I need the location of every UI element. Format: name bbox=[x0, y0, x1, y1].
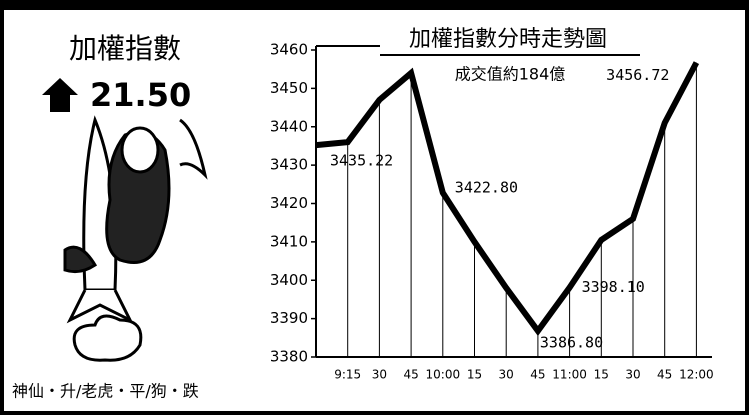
y-tick-label: 3400 bbox=[270, 271, 308, 289]
y-tick-label: 3420 bbox=[270, 194, 308, 212]
value-label: 3435.22 bbox=[330, 152, 393, 170]
frame bbox=[0, 6, 749, 415]
y-tick-label: 3380 bbox=[270, 348, 308, 366]
y-tick-label: 3460 bbox=[270, 41, 308, 59]
y-tick-label: 3430 bbox=[270, 156, 308, 174]
x-tick-label: 30 bbox=[499, 368, 514, 382]
x-tick-label: 10:00 bbox=[426, 368, 461, 382]
y-tick-label: 3410 bbox=[270, 232, 308, 250]
x-tick-label: 30 bbox=[372, 368, 387, 382]
chart-title: 加權指數分時走勢圖 bbox=[409, 27, 607, 52]
y-tick-label: 3450 bbox=[270, 79, 308, 97]
x-tick-label: 45 bbox=[657, 368, 672, 382]
annotation: 成交值約184億 bbox=[455, 65, 566, 84]
x-tick-label: 15 bbox=[594, 368, 609, 382]
x-tick-label: 15 bbox=[467, 368, 482, 382]
x-tick-label: 30 bbox=[625, 368, 640, 382]
x-tick-label: 45 bbox=[403, 368, 418, 382]
y-tick-label: 3440 bbox=[270, 117, 308, 135]
value-label: 3398.10 bbox=[582, 278, 645, 296]
value-label: 3422.80 bbox=[455, 178, 518, 196]
y-tick-label: 3390 bbox=[270, 309, 308, 327]
top-band bbox=[0, 0, 749, 10]
cartoon bbox=[63, 115, 208, 362]
change-value: 21.50 bbox=[90, 76, 191, 114]
x-tick-label: 9:15 bbox=[334, 368, 361, 382]
up-arrow bbox=[42, 78, 78, 112]
x-tick-label: 11:00 bbox=[552, 368, 587, 382]
value-label: 3386.80 bbox=[540, 333, 603, 351]
panel-legend: 神仙・升/老虎・平/狗・跌 bbox=[12, 382, 199, 401]
index-line bbox=[315, 61, 700, 336]
panel-title: 加權指數 bbox=[69, 32, 181, 65]
x-tick-label: 12:00 bbox=[679, 368, 714, 382]
x-tick-label: 45 bbox=[530, 368, 545, 382]
value-label: 3456.72 bbox=[606, 66, 669, 84]
